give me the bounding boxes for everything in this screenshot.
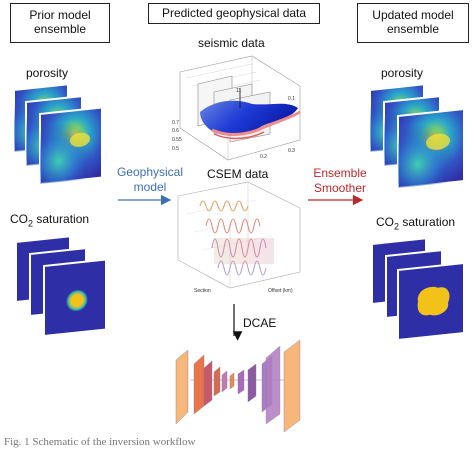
geophysical-model-label: Geophysical model — [114, 165, 186, 195]
updated-porosity-stack — [369, 83, 465, 190]
csem-xlabel: Section — [194, 288, 211, 294]
csem-data-label: CSEM data — [207, 167, 269, 181]
seismic-tick-2: 0.55 — [172, 137, 182, 143]
csem-axis-labels: Section Offset (km) — [194, 288, 293, 294]
ensemble-line2: Smoother — [313, 181, 367, 195]
dcae-network — [175, 339, 301, 433]
updated-co2-prefix: CO — [376, 215, 394, 229]
geophysical-line1: Geophysical — [116, 165, 184, 179]
ensemble-line1: Ensemble — [313, 166, 367, 180]
dcae-label: DCAE — [243, 316, 277, 330]
seismic-tick-5: 0.3 — [288, 148, 295, 154]
prior-porosity-stack — [13, 83, 103, 186]
geophysical-line2: model — [133, 180, 167, 194]
seismic-data-plot — [179, 55, 301, 161]
csem-ylabel: Offset (km) — [268, 288, 293, 294]
updated-co2-subscript: 2 — [394, 221, 400, 232]
csem-data-plot — [177, 181, 301, 289]
seismic-tick-1: 0.6 — [172, 128, 179, 134]
prior-co2-stack — [15, 235, 107, 338]
ensemble-smoother-label: Ensemble Smoother — [304, 166, 376, 196]
updated-co2-suffix: saturation — [399, 215, 456, 229]
updated-porosity-label: porosity — [381, 66, 424, 80]
prior-co2-subscript: 2 — [28, 218, 34, 229]
seismic-tick-3: 0.5 — [172, 146, 179, 152]
updated-co2-label: CO2 saturation — [376, 215, 455, 231]
prior-porosity-label: porosity — [26, 66, 69, 80]
prior-co2-suffix: saturation — [33, 212, 90, 226]
figure-caption: Fig. 1 Schematic of the inversion workfl… — [4, 436, 196, 448]
seismic-tick-4: 0.1 — [288, 96, 295, 102]
seismic-tick-6: 0.2 — [260, 154, 267, 160]
updated-ensemble-header: Updated model ensemble — [357, 3, 469, 43]
seismic-tick-7: 11 — [236, 88, 241, 94]
seismic-data-label: seismic data — [198, 36, 265, 50]
prior-ensemble-header: Prior model ensemble — [10, 3, 110, 43]
predicted-data-header: Predicted geophysical data — [148, 3, 320, 24]
prior-co2-label: CO2 saturation — [10, 212, 89, 228]
seismic-tick-0: 0.7 — [172, 120, 179, 126]
updated-co2-stack — [371, 237, 465, 342]
prior-co2-prefix: CO — [10, 212, 28, 226]
seismic-ticks: 0.7 0.6 0.55 0.5 0.1 0.3 0.2 11 — [172, 88, 295, 160]
